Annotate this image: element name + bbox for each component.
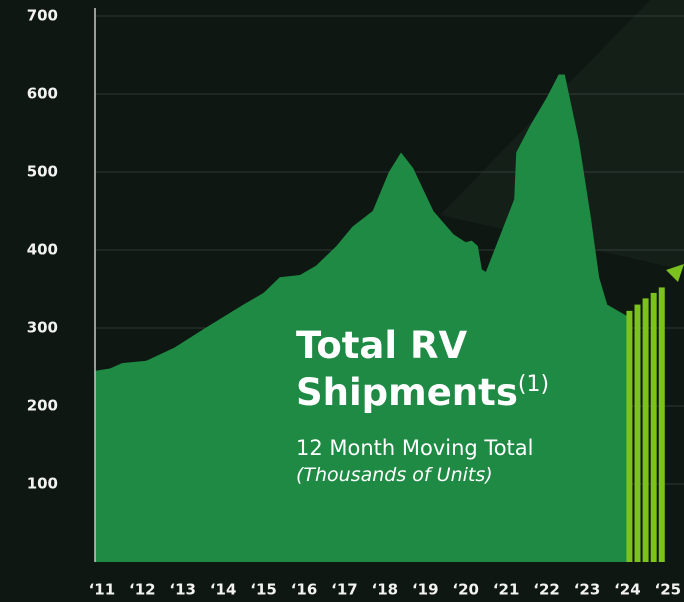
- projection-arrow: [666, 264, 684, 282]
- x-tick-label: ‘23: [574, 581, 601, 599]
- y-tick-label: 400: [27, 241, 58, 259]
- x-tick-label: ‘21: [493, 581, 520, 599]
- x-tick-label: ‘20: [452, 581, 479, 599]
- projection-bar: [634, 304, 641, 562]
- x-tick-label: ‘22: [533, 581, 560, 599]
- projection-bar: [658, 287, 665, 562]
- x-tick-label: ‘13: [169, 581, 196, 599]
- y-tick-label: 300: [27, 319, 58, 337]
- x-tick-label: ‘19: [412, 581, 439, 599]
- projection-bar: [626, 310, 633, 562]
- unit-note: (Thousands of Units): [296, 464, 493, 486]
- title-note: (1): [518, 372, 549, 397]
- area: [95, 74, 632, 562]
- y-tick-label: 200: [27, 397, 58, 415]
- y-tick-label: 500: [27, 163, 58, 181]
- title-line: Shipments(1): [296, 371, 549, 414]
- x-tick-label: ‘17: [331, 581, 358, 599]
- x-tick-label: ‘25: [655, 581, 682, 599]
- x-tick-label: ‘14: [210, 581, 237, 599]
- title-line: Shipments: [296, 371, 518, 414]
- projection-bar: [650, 292, 657, 562]
- x-tick-label: ‘24: [614, 581, 641, 599]
- x-tick-label: ‘11: [89, 581, 116, 599]
- subtitle: 12 Month Moving Total: [296, 436, 533, 460]
- projection-bar: [642, 298, 649, 562]
- x-tick-label: ‘15: [250, 581, 277, 599]
- y-tick-label: 600: [27, 85, 58, 103]
- x-tick-label: ‘18: [372, 581, 399, 599]
- y-tick-label: 700: [27, 7, 58, 25]
- y-tick-label: 100: [27, 475, 58, 493]
- x-tick-label: ‘12: [129, 581, 156, 599]
- x-tick-label: ‘16: [291, 581, 318, 599]
- title-line: Total RV: [296, 324, 467, 367]
